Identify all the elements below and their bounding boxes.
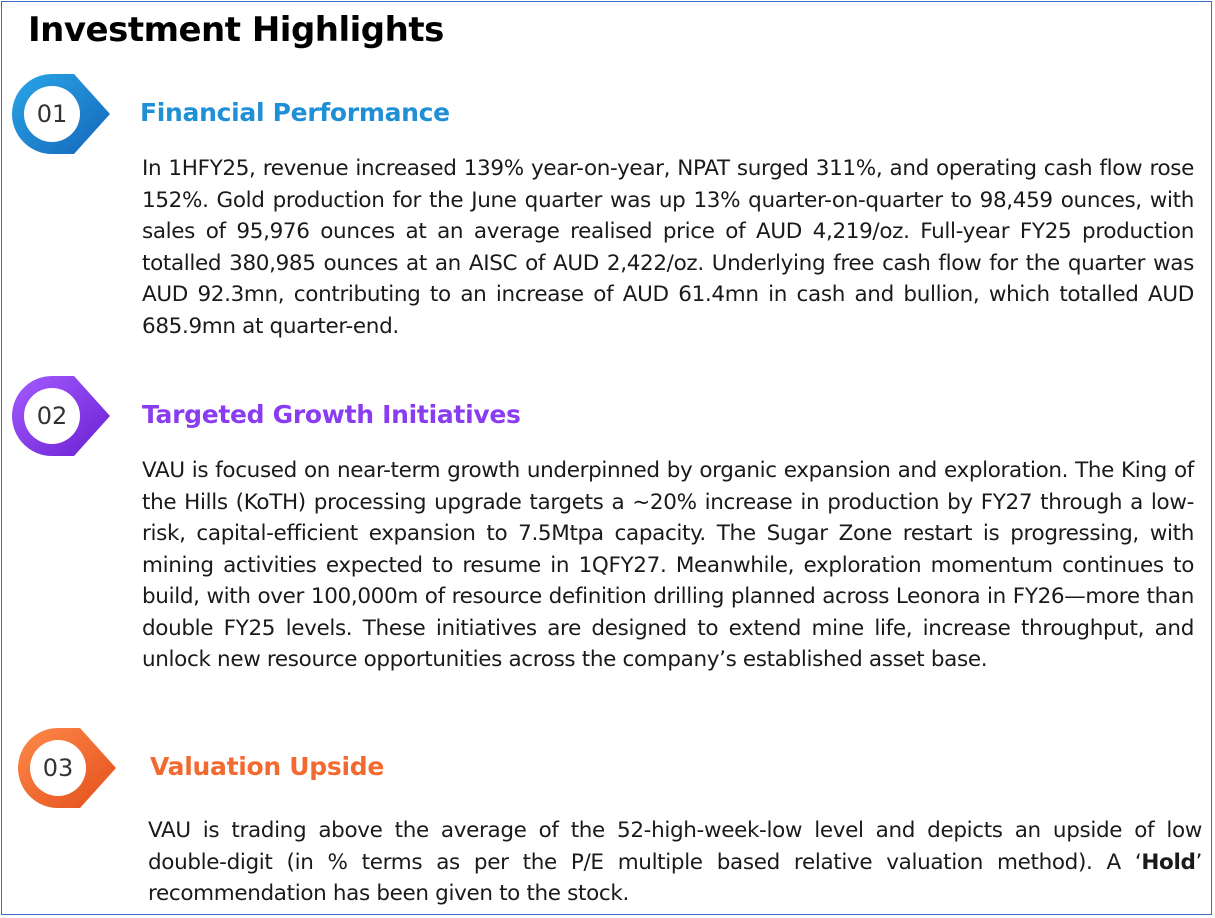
- section-heading-targeted-growth: Targeted Growth Initiatives: [142, 400, 521, 429]
- section-body-targeted-growth: VAU is focused on near-term growth under…: [142, 458, 1194, 672]
- hold-recommendation: Hold: [1141, 849, 1196, 875]
- section-number-badge-01: 01: [10, 72, 120, 156]
- badge-arrow-shape-03: [18, 728, 116, 808]
- section-heading-valuation-upside: Valuation Upside: [150, 752, 384, 781]
- page-title: Investment Highlights: [28, 10, 444, 50]
- badge-arrow-shape-02: [12, 376, 110, 456]
- section-number-02: 02: [36, 402, 68, 430]
- section-heading-financial-performance: Financial Performance: [140, 98, 450, 127]
- section-number-badge-03: 03: [16, 726, 126, 810]
- section-body-valuation-upside: VAU is trading above the average of the …: [148, 815, 1202, 910]
- section-number-01: 01: [36, 100, 68, 128]
- section-body-financial-performance: In 1HFY25, revenue increased 139% year-o…: [142, 156, 1194, 339]
- badge-arrow-shape-01: [12, 74, 110, 154]
- valuation-text-after: ’ recommendation has been given to the s…: [148, 849, 1202, 907]
- valuation-text-before: VAU is trading above the average of the …: [148, 818, 1202, 875]
- section-number-badge-02: 02: [10, 374, 120, 458]
- section-number-03: 03: [42, 754, 74, 782]
